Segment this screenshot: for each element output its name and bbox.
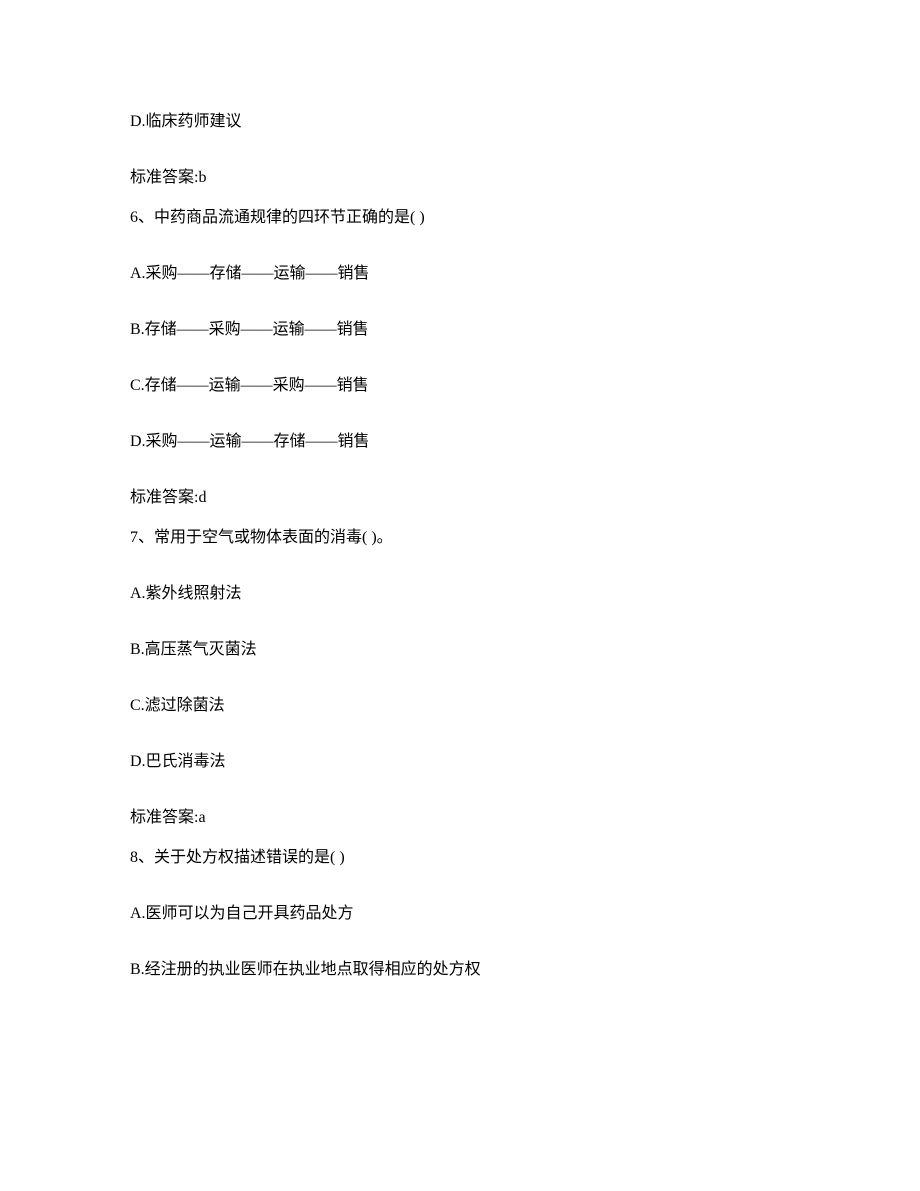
question-6: 6、中药商品流通规律的四环节正确的是( ) — [130, 206, 790, 230]
question-8: 8、关于处方权描述错误的是( ) — [130, 846, 790, 870]
question-7: 7、常用于空气或物体表面的消毒( )。 — [130, 526, 790, 550]
option-a-6: A.采购——存储——运输——销售 — [130, 262, 790, 286]
document-content: D.临床药师建议 标准答案:b 6、中药商品流通规律的四环节正确的是( ) A.… — [130, 110, 790, 982]
option-a-7: A.紫外线照射法 — [130, 582, 790, 606]
answer-6: 标准答案:d — [130, 486, 790, 510]
option-d-7: D.巴氏消毒法 — [130, 750, 790, 774]
option-b-8: B.经注册的执业医师在执业地点取得相应的处方权 — [130, 958, 790, 982]
answer-5: 标准答案:b — [130, 166, 790, 190]
option-d-5: D.临床药师建议 — [130, 110, 790, 134]
option-c-7: C.滤过除菌法 — [130, 694, 790, 718]
option-b-7: B.高压蒸气灭菌法 — [130, 638, 790, 662]
option-d-6: D.采购——运输——存储——销售 — [130, 430, 790, 454]
option-b-6: B.存储——采购——运输——销售 — [130, 318, 790, 342]
answer-7: 标准答案:a — [130, 806, 790, 830]
option-a-8: A.医师可以为自己开具药品处方 — [130, 902, 790, 926]
option-c-6: C.存储——运输——采购——销售 — [130, 374, 790, 398]
